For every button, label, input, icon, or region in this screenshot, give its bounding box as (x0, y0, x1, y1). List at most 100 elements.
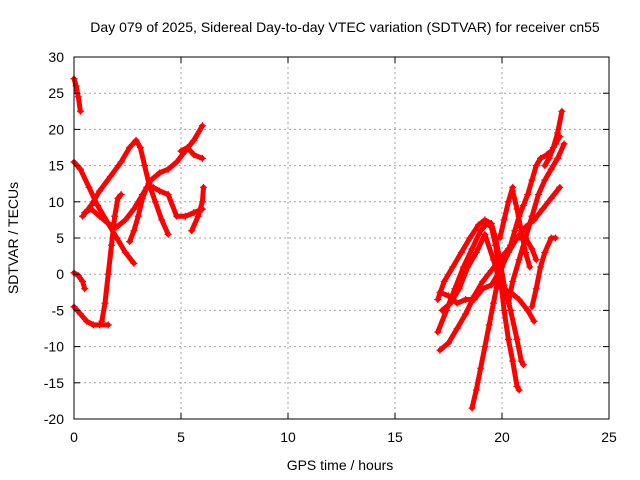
data-point-marker (547, 194, 555, 202)
data-point-marker (541, 162, 549, 170)
data-point-marker (547, 165, 555, 173)
data-point-marker (111, 212, 119, 220)
data-point-marker (474, 221, 482, 229)
data-point-marker (481, 343, 489, 351)
data-point-marker (468, 404, 476, 412)
data-point-marker (470, 296, 478, 304)
data-point-marker (101, 299, 109, 307)
data-point-marker (515, 296, 523, 304)
data-point-marker (156, 187, 164, 195)
data-point-marker (507, 306, 515, 314)
data-point-marker (515, 386, 523, 394)
data-point-marker (453, 325, 461, 332)
data-point-marker (79, 277, 87, 285)
data-point-marker (76, 165, 84, 173)
y-tick-label: 15 (48, 158, 64, 174)
data-point-marker (492, 241, 500, 249)
data-point-marker (504, 299, 512, 307)
data-point-marker (498, 263, 506, 271)
data-point-marker (515, 256, 523, 264)
data-point-marker (164, 230, 172, 238)
data-point-marker (134, 212, 142, 220)
y-tick-label: 20 (48, 121, 64, 137)
data-point-marker (487, 267, 495, 275)
data-point-marker (541, 248, 549, 256)
series-arc-17 (497, 184, 516, 241)
data-point-marker (121, 248, 129, 256)
data-point-marker (440, 277, 448, 285)
data-point-marker (509, 187, 517, 195)
data-point-marker (199, 183, 207, 191)
data-point-marker (190, 151, 198, 159)
series-arc-2 (71, 159, 137, 266)
data-point-marker (466, 234, 474, 242)
data-point-marker (500, 216, 508, 224)
data-point-marker (149, 183, 157, 191)
data-point-marker (190, 209, 198, 217)
x-axis-label: GPS time / hours (287, 457, 394, 473)
data-point-marker (477, 364, 485, 372)
data-point-marker (477, 227, 485, 235)
data-point-marker (453, 299, 461, 307)
data-point-marker (504, 198, 512, 206)
x-tick-label: 20 (494, 429, 510, 445)
data-point-marker (130, 227, 138, 235)
data-point-marker (549, 144, 557, 151)
data-point-marker (143, 183, 151, 191)
data-point-marker (194, 212, 202, 220)
series-arc-1 (71, 76, 83, 114)
data-point-marker (136, 144, 144, 151)
y-tick-label: 30 (48, 49, 64, 65)
data-point-marker (483, 220, 491, 228)
data-point-marker (198, 122, 206, 130)
data-point-marker (472, 248, 480, 256)
data-point-marker (526, 263, 534, 271)
data-point-marker (434, 296, 442, 304)
data-point-marker (147, 176, 155, 184)
data-point-marker (436, 288, 444, 296)
data-point-marker (87, 205, 95, 213)
data-point-marker (528, 303, 536, 311)
data-point-marker (188, 227, 196, 235)
data-point-marker (524, 191, 532, 199)
data-point-marker (528, 176, 536, 184)
data-point-marker (513, 205, 521, 213)
data-point-marker (481, 230, 489, 238)
data-point-marker (534, 191, 542, 199)
data-point-marker (94, 201, 102, 209)
data-point-marker (519, 361, 527, 369)
data-point-marker (468, 245, 476, 253)
data-point-marker (494, 277, 502, 285)
data-point-marker (98, 317, 106, 325)
data-point-marker (519, 201, 527, 209)
data-point-marker (530, 317, 538, 325)
data-point-marker (528, 212, 536, 220)
data-point-marker (190, 136, 198, 144)
y-tick-label: -10 (44, 339, 64, 355)
data-point-marker (173, 158, 181, 166)
data-point-marker (489, 256, 497, 264)
axis-ticks (73, 56, 610, 420)
data-point-marker (509, 277, 517, 285)
data-point-marker (455, 285, 463, 293)
data-point-marker (560, 140, 568, 148)
data-point-marker (445, 292, 452, 300)
series-arc-21 (505, 141, 567, 306)
y-tick-label: -15 (44, 375, 64, 391)
series-arc-19 (529, 235, 558, 310)
data-point-marker (447, 299, 455, 307)
data-point-marker (513, 335, 521, 343)
y-tick-label: -5 (52, 302, 65, 318)
data-point-marker (554, 154, 562, 162)
data-point-marker (126, 144, 134, 151)
data-point-marker (496, 234, 504, 242)
data-point-marker (537, 154, 545, 162)
data-point-marker (117, 158, 125, 166)
data-point-marker (445, 339, 452, 347)
data-point-marker (489, 299, 497, 307)
data-point-marker (183, 144, 191, 151)
data-point-marker (76, 107, 84, 115)
data-point-marker (507, 241, 515, 249)
data-point-marker (532, 162, 540, 170)
